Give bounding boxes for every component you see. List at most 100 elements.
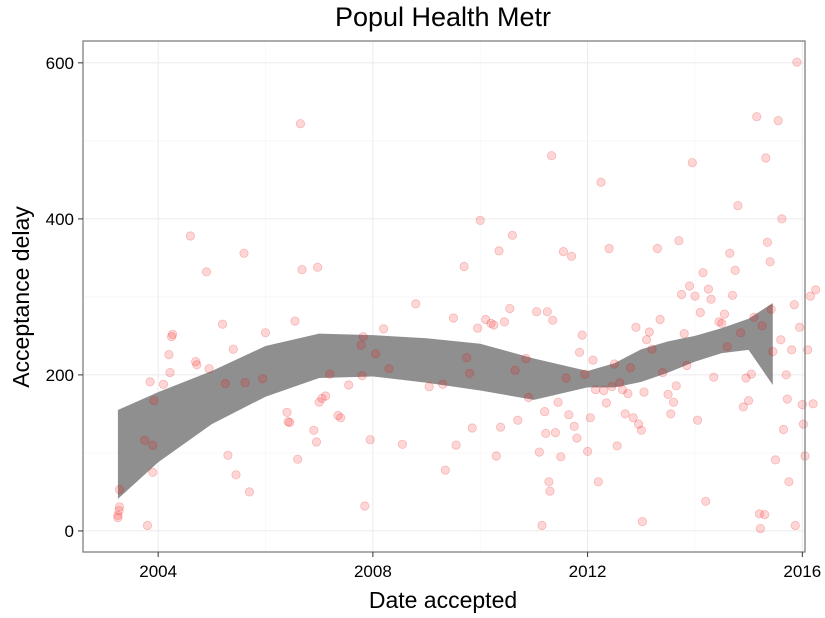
- data-point: [149, 396, 159, 406]
- smooth-confidence-band: [117, 303, 773, 499]
- data-point: [766, 304, 776, 314]
- data-point: [658, 367, 668, 378]
- data-point: [244, 487, 254, 497]
- data-point: [314, 397, 324, 407]
- data-point: [542, 307, 552, 317]
- data-point: [167, 332, 177, 342]
- data-point: [448, 313, 458, 323]
- data-point: [164, 349, 174, 360]
- chart-title: Popul Health Metr: [335, 2, 551, 32]
- data-point: [358, 332, 368, 342]
- data-point: [228, 344, 238, 354]
- data-point: [424, 381, 434, 392]
- x-tick-label: 2008: [354, 562, 392, 581]
- data-point: [782, 394, 792, 404]
- data-point: [499, 317, 509, 327]
- data-point: [384, 364, 394, 374]
- data-point: [114, 484, 125, 495]
- data-point: [663, 389, 673, 399]
- x-tick-label: 2004: [139, 562, 177, 581]
- data-point: [145, 377, 155, 387]
- data-point: [204, 364, 214, 374]
- data-point: [191, 356, 201, 367]
- data-point: [370, 349, 381, 359]
- data-points: [113, 57, 821, 534]
- data-point: [491, 451, 501, 461]
- data-point: [495, 422, 506, 432]
- data-point: [309, 425, 319, 435]
- data-point: [588, 355, 598, 365]
- data-point: [749, 312, 759, 322]
- data-point: [462, 353, 472, 363]
- y-tick-label: 0: [65, 522, 74, 541]
- data-point: [556, 452, 566, 462]
- data-point: [114, 506, 124, 516]
- data-point: [142, 520, 152, 531]
- data-point: [633, 419, 644, 429]
- data-point: [558, 247, 569, 257]
- data-point: [615, 378, 625, 388]
- data-point: [523, 392, 534, 403]
- x-axis: 2004 2008 2012 2016: [139, 552, 821, 581]
- data-point: [620, 409, 630, 419]
- data-point: [752, 112, 762, 122]
- data-point: [293, 454, 303, 464]
- data-point: [472, 323, 483, 333]
- data-point: [738, 402, 748, 412]
- data-point: [735, 328, 746, 338]
- data-point: [784, 477, 794, 487]
- data-point: [682, 360, 692, 371]
- data-point: [357, 371, 367, 381]
- data-point: [336, 413, 346, 423]
- data-point: [239, 248, 249, 258]
- data-point: [789, 300, 799, 310]
- data-point: [617, 385, 628, 395]
- data-point: [644, 327, 654, 337]
- data-point: [768, 346, 778, 357]
- data-point: [320, 391, 331, 401]
- data-point: [746, 369, 756, 379]
- data-point: [719, 309, 730, 319]
- data-point: [761, 153, 771, 163]
- data-point: [378, 324, 389, 334]
- data-point: [546, 151, 557, 161]
- x-axis-title: Date accepted: [369, 587, 517, 613]
- data-point: [792, 57, 802, 67]
- data-point: [545, 486, 555, 496]
- data-point: [687, 158, 697, 168]
- data-point: [639, 387, 649, 397]
- data-point: [451, 440, 461, 450]
- data-point: [290, 316, 300, 326]
- data-point: [311, 437, 322, 447]
- data-point: [776, 335, 786, 345]
- data-point: [201, 267, 212, 277]
- data-point: [770, 455, 781, 465]
- data-point: [593, 477, 603, 487]
- data-point: [777, 214, 787, 224]
- data-point: [679, 328, 689, 339]
- data-point: [652, 243, 663, 254]
- data-point: [604, 243, 614, 254]
- data-point: [596, 177, 606, 187]
- data-point: [507, 230, 518, 240]
- data-point: [344, 380, 354, 390]
- data-point: [411, 299, 421, 309]
- data-point: [148, 467, 158, 477]
- data-point: [489, 320, 499, 330]
- data-point: [765, 257, 775, 267]
- data-point: [297, 264, 307, 275]
- data-point: [623, 388, 633, 399]
- data-point: [218, 319, 228, 329]
- data-point: [475, 215, 485, 225]
- data-point: [510, 365, 520, 375]
- data-point: [722, 342, 732, 352]
- data-point: [641, 335, 652, 345]
- data-point: [360, 501, 370, 511]
- data-point: [541, 428, 551, 438]
- data-point: [325, 369, 335, 379]
- data-point: [312, 262, 323, 272]
- data-point: [754, 509, 765, 519]
- data-point: [569, 421, 579, 431]
- data-point: [333, 410, 343, 421]
